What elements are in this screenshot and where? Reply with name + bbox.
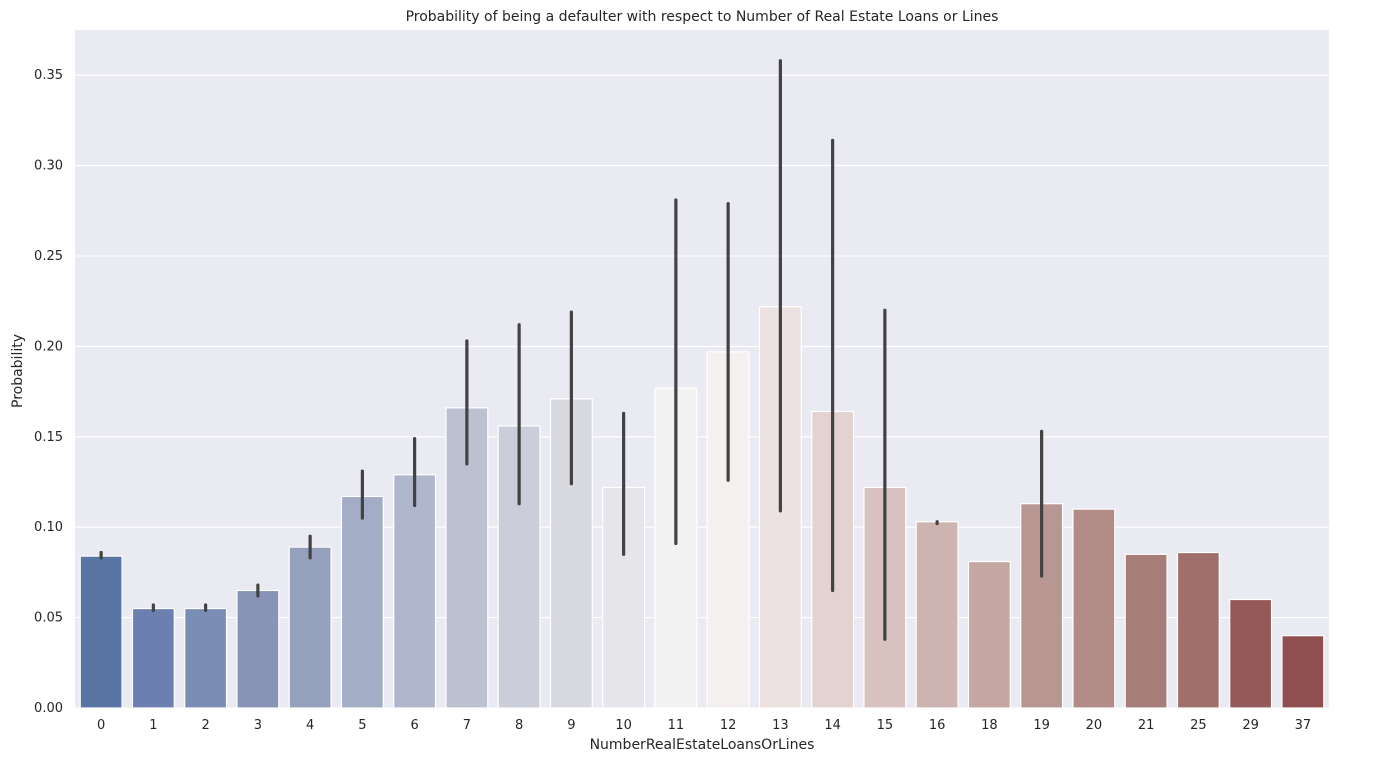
y-tick-label: 0.15 — [34, 430, 63, 445]
bar-1 — [131, 607, 175, 709]
bar-0 — [79, 555, 123, 709]
bar-16 — [915, 521, 959, 709]
x-tick-label: 12 — [720, 718, 737, 733]
x-tick-label: 10 — [615, 718, 632, 733]
bar-20 — [1072, 508, 1116, 709]
x-tick-label: 0 — [97, 718, 105, 733]
bar-6 — [393, 474, 437, 709]
error-bars — [99, 59, 1044, 641]
x-tick-label: 3 — [254, 718, 262, 733]
y-tick-labels: 0.00 0.05 0.10 0.15 0.20 0.25 0.30 0.35 — [34, 68, 63, 716]
y-tick-label: 0.00 — [34, 701, 63, 716]
bar-21 — [1124, 553, 1168, 709]
x-axis-label: NumberRealEstateLoansOrLines — [590, 737, 815, 753]
x-tick-label: 19 — [1033, 718, 1050, 733]
x-tick-label: 1 — [149, 718, 157, 733]
x-tick-label: 37 — [1295, 718, 1312, 733]
x-tick-label: 6 — [410, 718, 418, 733]
bar-2 — [184, 607, 228, 709]
x-tick-label: 9 — [567, 718, 575, 733]
x-tick-labels: 0 1 2 3 4 5 6 7 8 9 10 11 12 13 14 15 16 18 19 20 21 25 29 37 — [97, 718, 1311, 733]
x-tick-label: 13 — [772, 718, 789, 733]
x-tick-label: 5 — [358, 718, 366, 733]
x-tick-label: 29 — [1242, 718, 1259, 733]
x-tick-label: 15 — [877, 718, 894, 733]
bar-5 — [340, 495, 384, 709]
y-tick-label: 0.35 — [34, 68, 63, 83]
bar-29 — [1229, 598, 1273, 709]
bar-3 — [236, 589, 280, 709]
chart-title: Probability of being a defaulter with re… — [406, 9, 999, 25]
x-tick-label: 21 — [1138, 718, 1155, 733]
y-axis-label: Probability — [10, 334, 26, 408]
x-tick-label: 7 — [463, 718, 471, 733]
plot-area — [75, 30, 1329, 708]
bar-25 — [1176, 551, 1220, 709]
y-tick-label: 0.20 — [34, 339, 63, 354]
grid-lines — [75, 74, 1329, 709]
x-tick-label: 25 — [1190, 718, 1207, 733]
y-tick-label: 0.30 — [34, 159, 63, 174]
x-tick-label: 11 — [668, 718, 685, 733]
x-tick-label: 16 — [929, 718, 946, 733]
y-tick-label: 0.05 — [34, 611, 63, 626]
bar-37 — [1281, 635, 1325, 709]
y-tick-label: 0.25 — [34, 249, 63, 264]
x-tick-label: 14 — [824, 718, 841, 733]
x-tick-label: 8 — [515, 718, 523, 733]
x-tick-label: 2 — [201, 718, 209, 733]
x-tick-label: 4 — [306, 718, 314, 733]
bar-4 — [288, 546, 332, 709]
bar-18 — [967, 560, 1011, 709]
x-tick-label: 18 — [981, 718, 998, 733]
y-tick-label: 0.10 — [34, 520, 63, 535]
x-tick-label: 20 — [1086, 718, 1103, 733]
